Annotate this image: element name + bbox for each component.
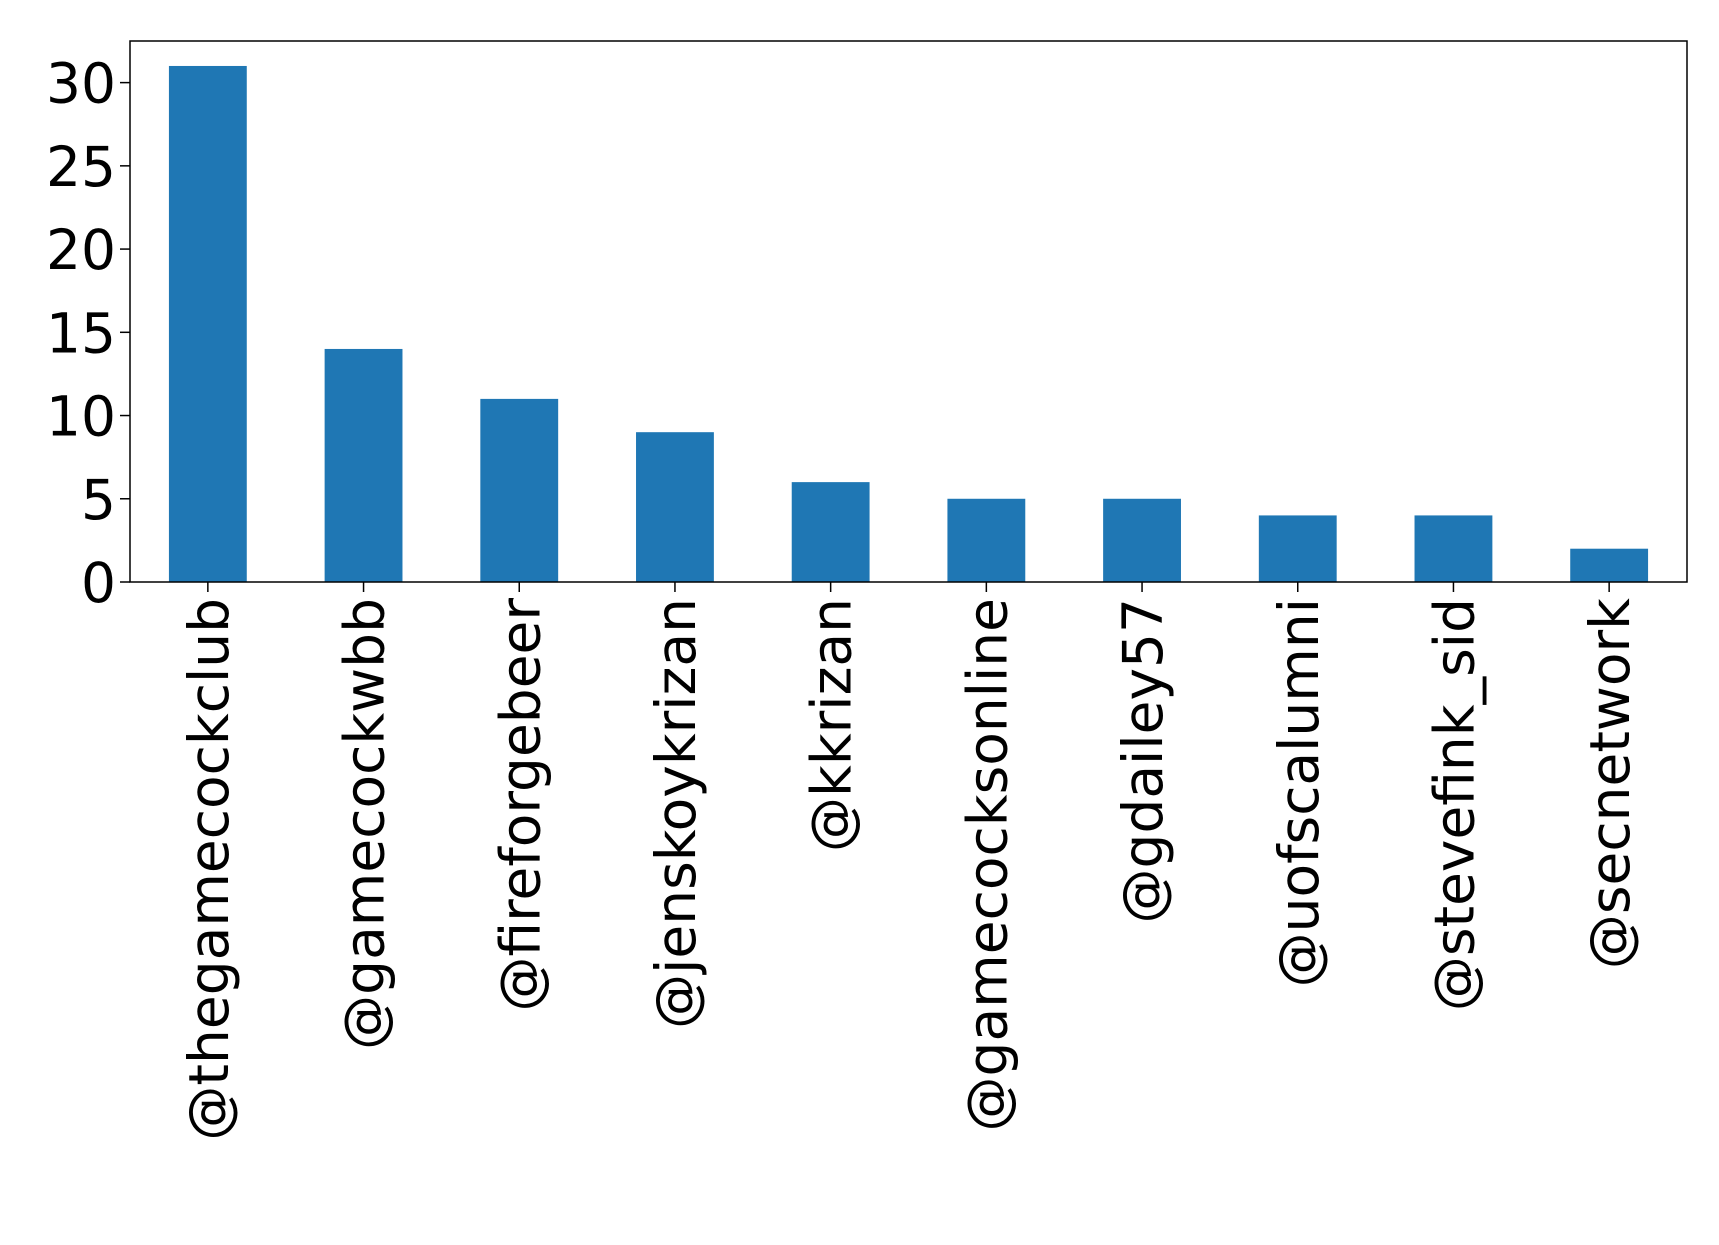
bar [1103, 498, 1181, 582]
bar [1258, 515, 1337, 582]
x-tick-label: @gamecocksonline [955, 598, 1019, 1131]
y-tick-label: 5 [81, 468, 116, 532]
bar [947, 498, 1026, 582]
x-tick-label: @gdailey57 [1111, 598, 1175, 923]
y-tick-label: 20 [46, 218, 116, 282]
bar [636, 432, 714, 582]
bar [480, 398, 559, 582]
x-tick-label: @uofscalumni [1267, 598, 1331, 987]
x-tick-label: @kkrizan [800, 598, 864, 852]
x-tick-label: @gamecockwbb [333, 598, 397, 1050]
x-tick-label: @thegamecockclub [177, 598, 241, 1141]
x-tick-label: @stevefink_sid [1422, 598, 1486, 1011]
y-tick-label: 0 [81, 551, 116, 615]
x-tick-label: @secnetwork [1578, 598, 1642, 969]
x-tick-label: @fireforgebeer [488, 598, 552, 1012]
y-tick-label: 10 [46, 385, 116, 449]
y-tick-label: 15 [46, 301, 116, 365]
bar [1570, 548, 1649, 582]
bar [791, 482, 870, 582]
x-tick-label: @jenskoykrizan [644, 598, 708, 1029]
bar [168, 65, 247, 582]
y-tick-label: 25 [46, 135, 116, 199]
plot-frame [129, 40, 1688, 583]
bar [324, 348, 403, 582]
y-tick-label: 30 [46, 52, 116, 116]
bar [1414, 515, 1493, 582]
